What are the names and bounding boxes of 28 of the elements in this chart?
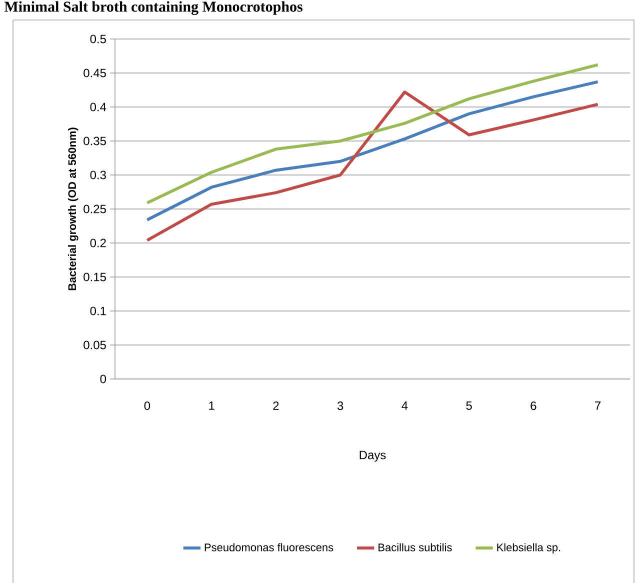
y-tick-label: 0.5 [90,34,106,44]
legend-label: Pseudomonas fluorescens [204,543,334,552]
chart-title: Minimal Salt broth containing Monocrotophos [4,1,302,15]
x-tick-label: 1 [209,402,214,410]
x-tick-label: 0 [144,402,150,410]
legend-label: Bacillus subtilis [378,543,452,552]
legend-label: Klebsiella sp. [497,543,560,554]
x-tick-label: 7 [595,402,601,410]
y-tick-label: 0.15 [84,272,106,282]
x-tick-label: 5 [466,402,472,410]
x-tick-label: 6 [530,402,536,410]
y-axis-title: Bacterial growth (OD at 560nm) [68,128,78,290]
y-tick-label: 0.25 [84,204,106,214]
y-tick-label: 0 [100,374,106,384]
y-tick-label: 0.2 [90,238,106,248]
y-tick-label: 0.35 [84,136,106,146]
y-tick-label: 0.05 [84,340,106,350]
line-series [146,90,600,242]
x-tick-label: 3 [337,402,344,410]
y-tick-label: 0.4 [90,102,106,112]
y-tick-label: 0.3 [90,170,106,180]
x-axis-title: Days [360,450,386,462]
y-tick-label: 0.45 [84,68,106,78]
line-series [146,80,600,222]
x-tick-label: 2 [273,402,279,410]
x-tick-label: 4 [402,402,408,410]
line-series [146,63,600,204]
y-tick-label: 0.1 [90,306,106,316]
